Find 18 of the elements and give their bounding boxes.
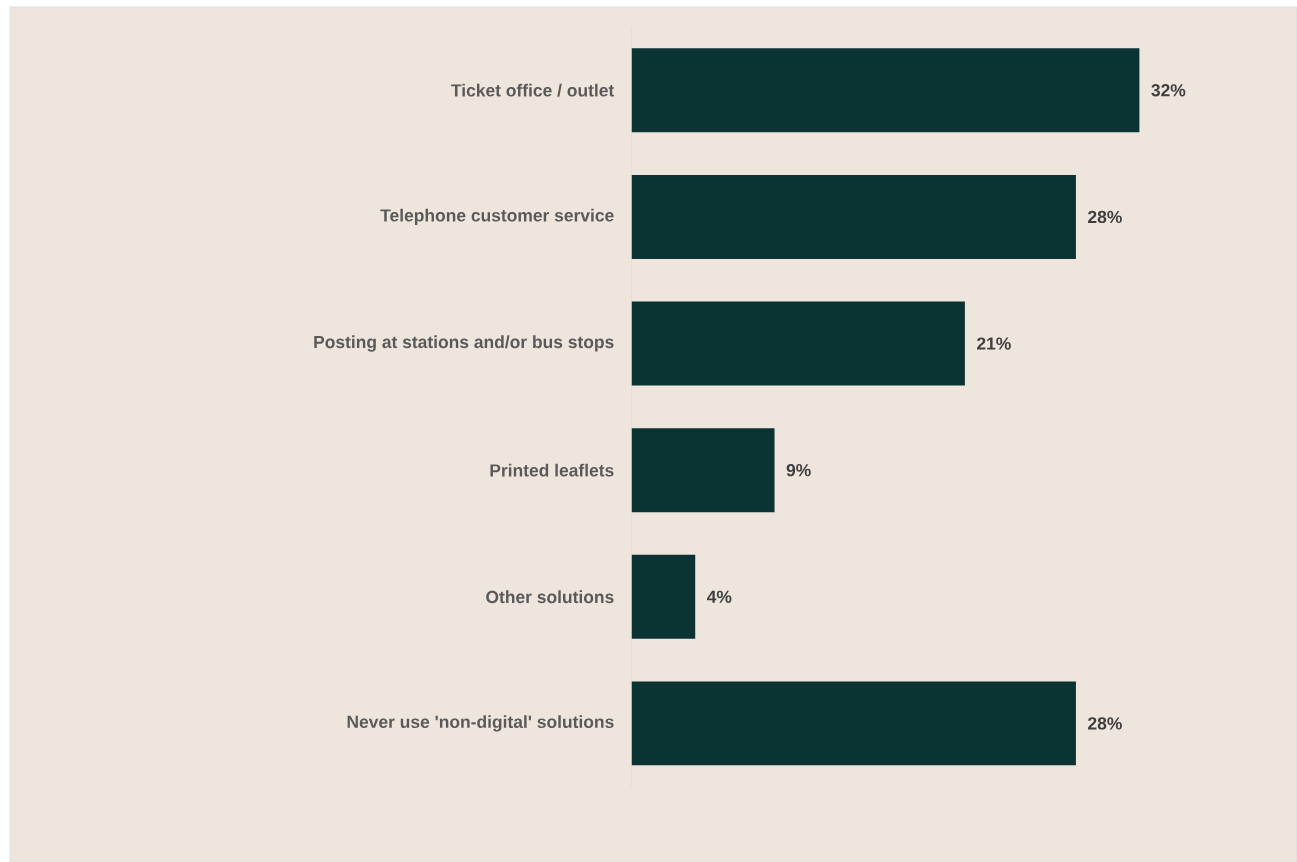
- y-tick-label: Ticket office / outlet: [451, 83, 615, 97]
- bar: [631, 301, 965, 386]
- bar: [631, 554, 696, 639]
- y-tick-label: Never use 'non-digital' solutions: [347, 715, 614, 732]
- y-tick-label: Posting at stations and/or bus stops: [314, 335, 614, 352]
- data-label: 28%: [1088, 717, 1122, 730]
- bar: [631, 174, 1076, 259]
- y-tick-label: Printed leaflets: [490, 463, 614, 477]
- y-tick-label: Other solutions: [486, 590, 614, 604]
- bar: [631, 48, 1140, 133]
- data-label: 9%: [786, 463, 811, 477]
- data-label: 28%: [1088, 210, 1122, 223]
- y-tick-label: Telephone customer service: [380, 208, 614, 225]
- data-label: 21%: [977, 337, 1011, 350]
- bar: [631, 681, 1076, 766]
- bar: [631, 428, 775, 513]
- data-label: 32%: [1151, 84, 1186, 97]
- data-label: 4%: [707, 590, 732, 603]
